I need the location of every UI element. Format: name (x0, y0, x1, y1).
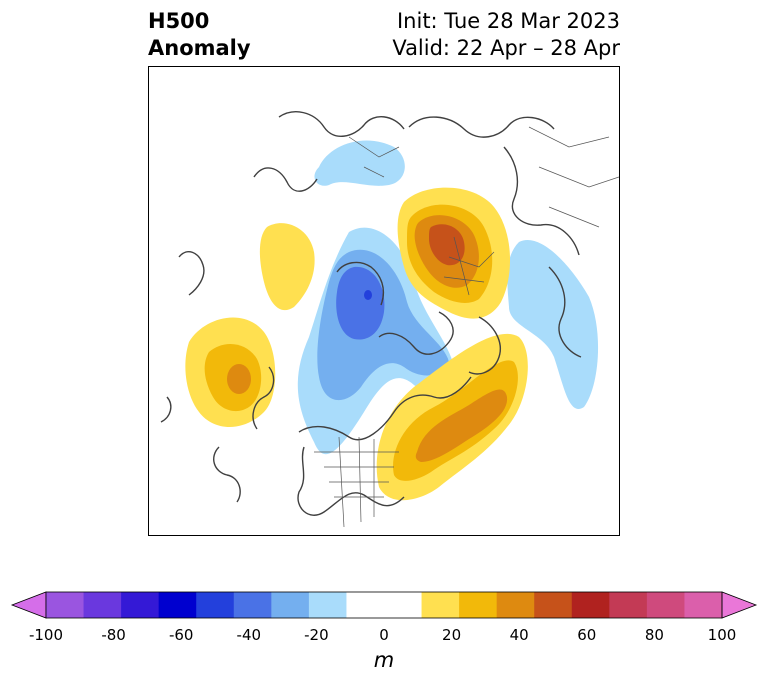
colorbar-segment (609, 592, 648, 618)
positive-anomaly-alaska (259, 223, 315, 311)
positive-anomaly-northeast-pacific-core (227, 364, 251, 394)
colorbar (10, 591, 758, 619)
colorbar-tick-label: -100 (28, 626, 64, 644)
colorbar-segment (534, 592, 573, 618)
colorbar-tick-label: 20 (442, 626, 462, 644)
colorbar-extend-high (721, 591, 758, 619)
colorbar-tick-label: -60 (168, 626, 194, 644)
colorbar-segment (83, 592, 122, 618)
init-date: Init: Tue 28 Mar 2023 (396, 9, 620, 33)
colorbar-border (45, 591, 723, 619)
colorbar-segment (233, 592, 272, 618)
colorbar-segment (46, 592, 85, 618)
forecast-dates: Init: Tue 28 Mar 2023 Valid: 22 Apr – 28… (392, 8, 620, 62)
colorbar-tick-label: 40 (509, 626, 529, 644)
units-label: m (373, 648, 395, 672)
colorbar-segment (308, 592, 347, 618)
anomaly-map (148, 66, 620, 536)
colorbar-tick-label: 60 (577, 626, 597, 644)
valid-range: Valid: 22 Apr – 28 Apr (392, 36, 620, 60)
political-borders (314, 126, 619, 528)
colorbar-segment (459, 592, 498, 618)
colorbar-tick-label: 0 (379, 626, 389, 644)
negative-anomaly-east-asia (507, 240, 599, 409)
negative-anomaly-center (364, 290, 372, 300)
coastlines (160, 111, 582, 516)
colorbar-segment (421, 592, 460, 618)
colorbar-tick-label: 80 (644, 626, 664, 644)
colorbar-tick-label: -20 (304, 626, 329, 644)
colorbar-segment (158, 592, 197, 618)
colorbar-segment (384, 592, 423, 618)
colorbar-segment (346, 592, 385, 618)
colorbar-segment (496, 592, 535, 618)
colorbar-tick-label: -80 (101, 626, 126, 644)
colorbar-tick-label: 100 (707, 626, 737, 644)
title-line-1: H500 (148, 9, 210, 33)
colorbar-extend-low (10, 591, 47, 619)
colorbar-segment (196, 592, 235, 618)
positive-anomaly-siberia-core (429, 224, 465, 266)
colorbar-segment (271, 592, 310, 618)
negative-anomaly-arctic-core (336, 266, 385, 340)
colorbar-segment (571, 592, 610, 618)
negative-anomaly-europe (314, 140, 405, 186)
colorbar-tick-label: -40 (236, 626, 262, 644)
colorbar-segment (121, 592, 160, 618)
positive-anomaly-eastern-north-america-core (415, 389, 508, 462)
colorbar-segment (646, 592, 685, 618)
map-canvas (160, 111, 619, 528)
map-title: H500 Anomaly (148, 8, 251, 62)
title-line-2: Anomaly (148, 36, 251, 60)
colorbar-segment (684, 592, 723, 618)
